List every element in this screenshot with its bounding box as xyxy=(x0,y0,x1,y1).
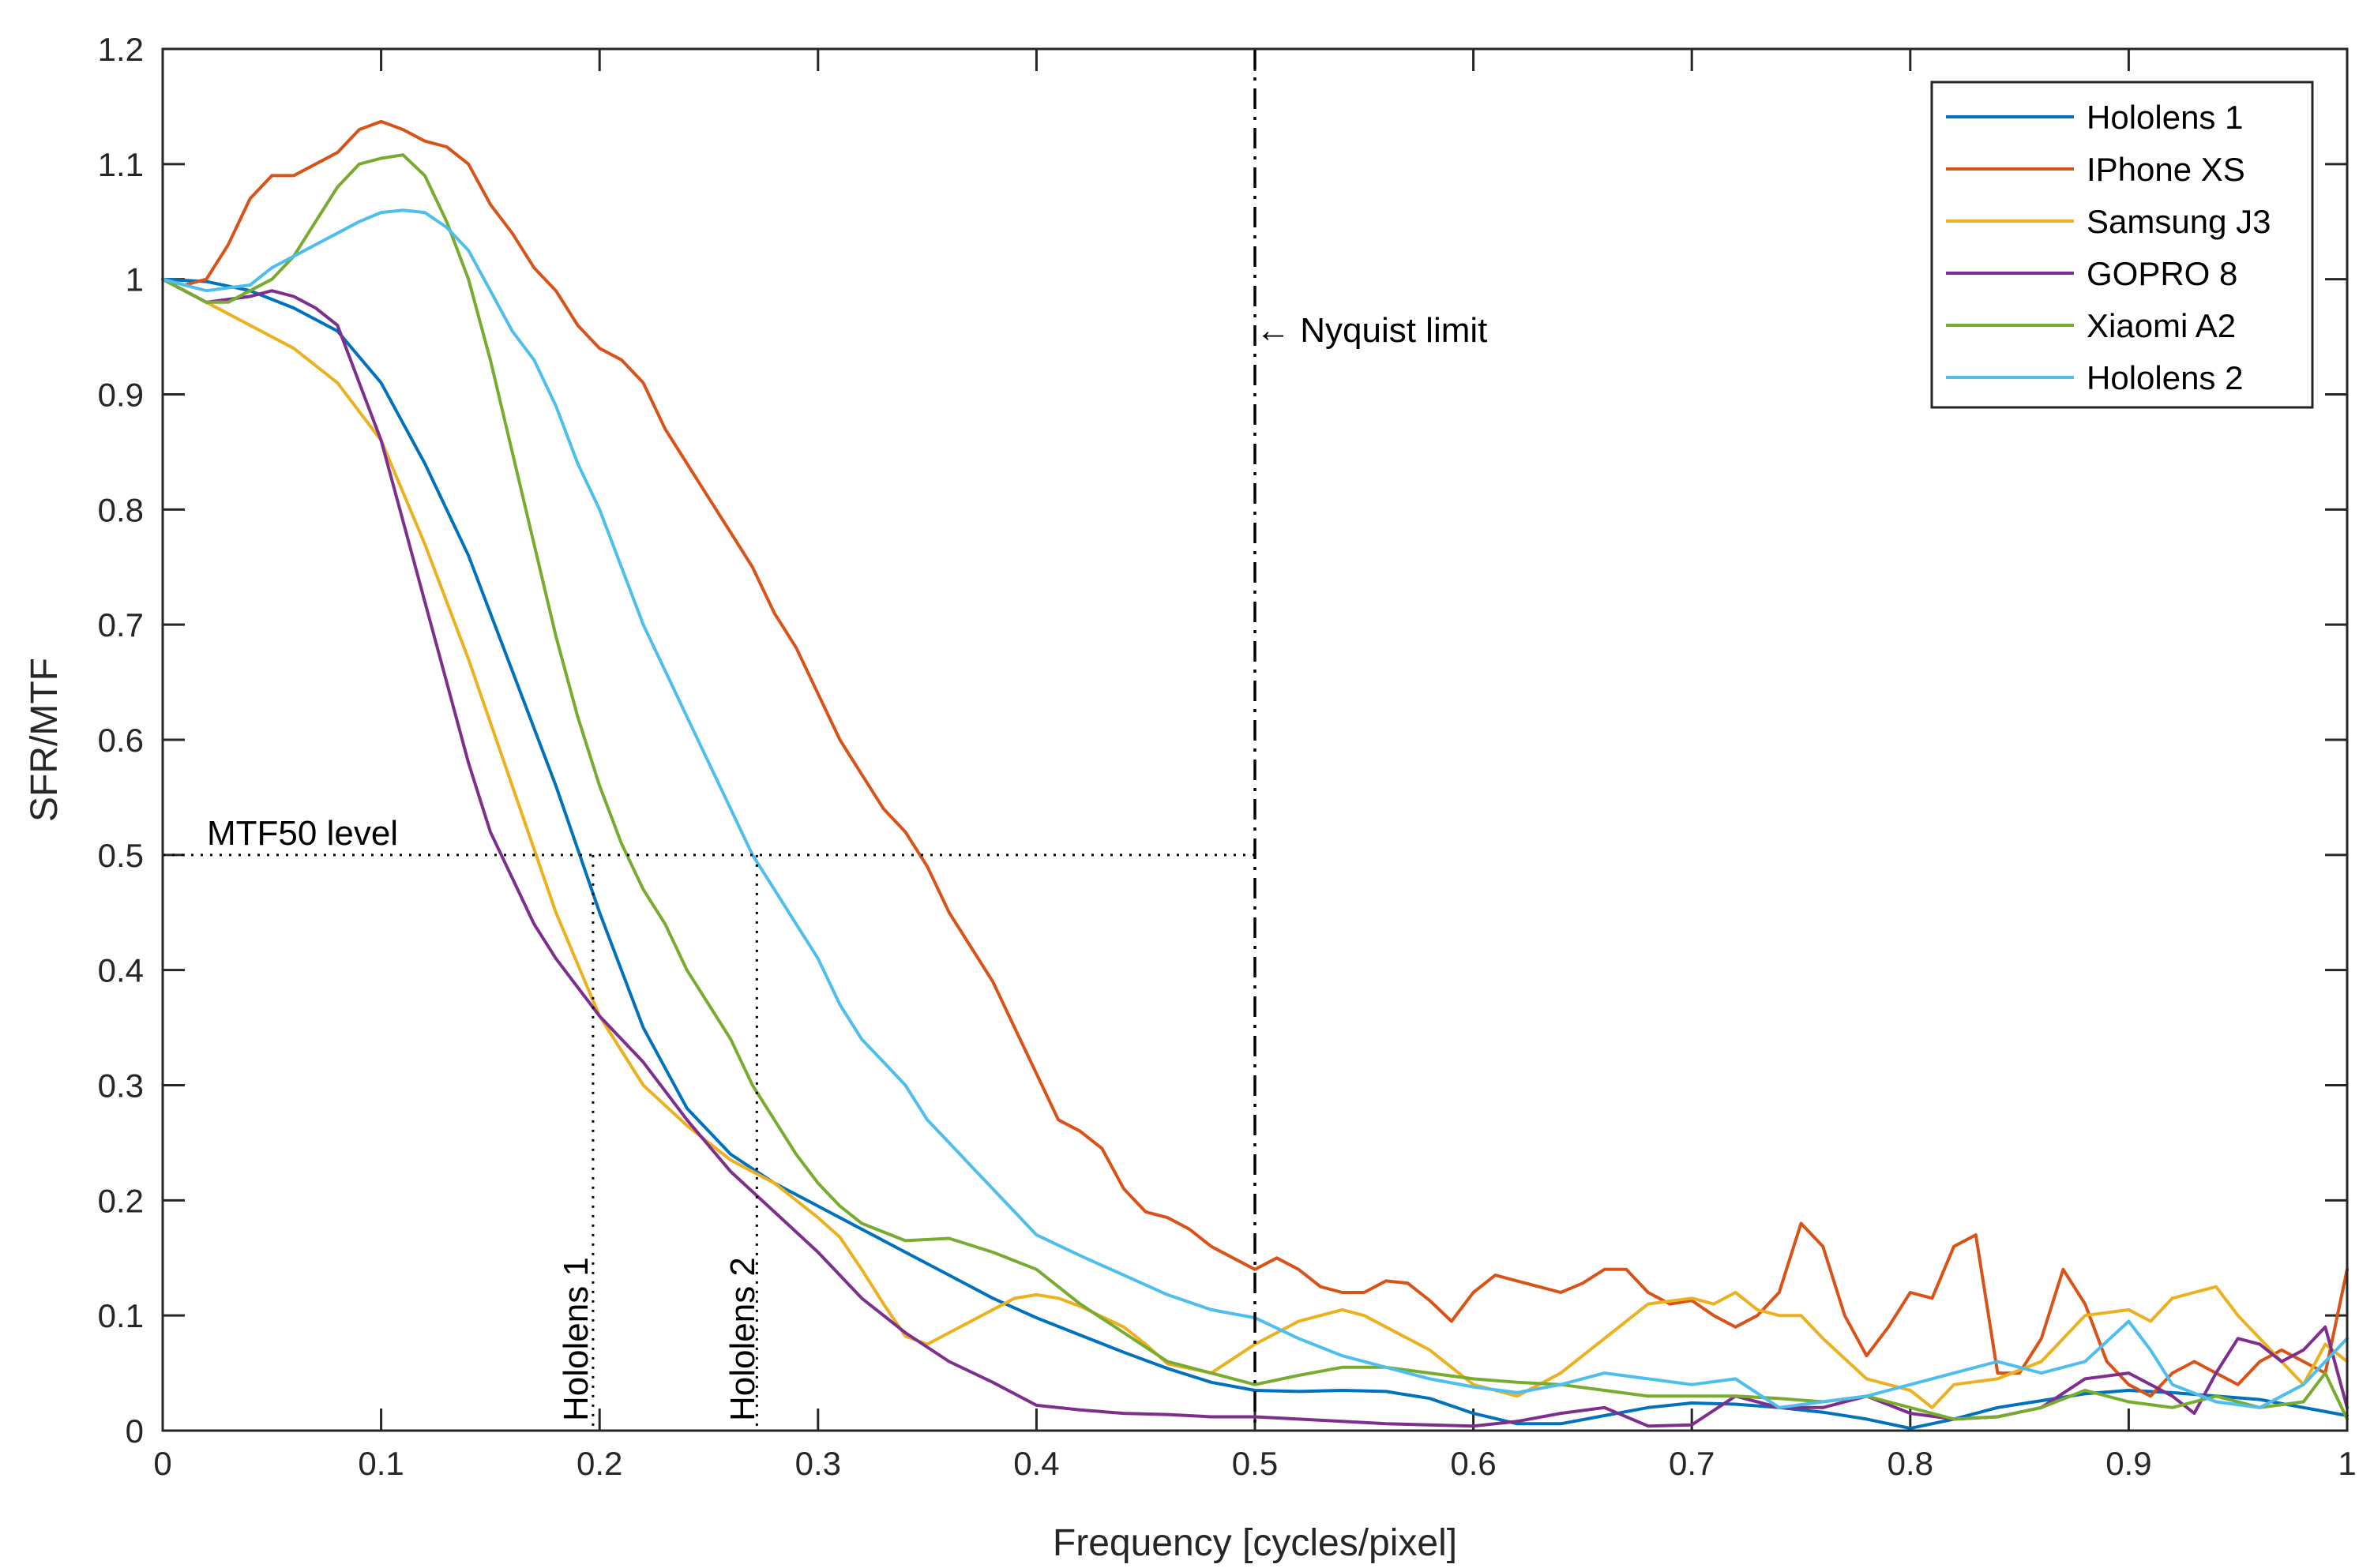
x-tick-label-0: 0 xyxy=(153,1445,171,1482)
x-axis-title: Frequency [cycles/pixel] xyxy=(1053,1522,1457,1564)
y-tick-label-8: 0.8 xyxy=(98,491,144,528)
y-tick-label-0: 0 xyxy=(126,1412,144,1450)
y-tick-label-10: 1 xyxy=(126,261,144,298)
series-line-hololens-2 xyxy=(161,208,2349,1409)
legend-box xyxy=(1930,81,2314,409)
legend-label-hololens-1: Hololens 1 xyxy=(2087,99,2243,136)
legend-label-iphone-xs: IPhone XS xyxy=(2087,151,2245,188)
y-tick-label-7: 0.7 xyxy=(98,606,144,643)
x-tick-label-8: 0.8 xyxy=(1888,1445,1933,1482)
x-tick-label-10: 1 xyxy=(2338,1445,2356,1482)
legend-label-samsung-j3: Samsung J3 xyxy=(2087,203,2271,240)
x-tick-label-5: 0.5 xyxy=(1232,1445,1278,1482)
y-axis-title: SFR/MTF xyxy=(24,658,66,822)
y-tick-label-2: 0.2 xyxy=(98,1182,144,1219)
y-tick-label-12: 1.2 xyxy=(98,31,144,68)
legend-label-xiaomi-a2: Xiaomi A2 xyxy=(2087,307,2236,344)
x-tick-label-6: 0.6 xyxy=(1450,1445,1496,1482)
series-line-samsung-j3 xyxy=(161,277,2349,1409)
series-line-gopro-8 xyxy=(161,277,2349,1428)
y-tick-label-3: 0.3 xyxy=(98,1067,144,1105)
x-tick-label-4: 0.4 xyxy=(1013,1445,1059,1482)
legend-label-gopro-8: GOPRO 8 xyxy=(2087,255,2237,292)
legend: Hololens 1 IPhone XS Samsung J3 GOPRO 8 Xiao… xyxy=(1930,81,2314,409)
x-tick-label-3: 0.3 xyxy=(795,1445,841,1482)
x-tick-label-2: 0.2 xyxy=(577,1445,622,1482)
y-tick-label-1: 0.1 xyxy=(98,1297,144,1334)
x-tick-label-1: 0.1 xyxy=(358,1445,404,1482)
plot-area-frame xyxy=(161,47,2349,1432)
axis-tick-labels: 0 0.1 0.2 0.3 0.4 0.5 0.6 0.7 0.8 0.9 1 0 0.1 0.2 0.3 0… xyxy=(98,31,2357,1482)
hololens2-mtf50-annotation: Hololens 2 xyxy=(723,1257,762,1421)
series-line-xiaomi-a2 xyxy=(161,153,2349,1421)
data-series xyxy=(161,119,2349,1431)
reference-lines xyxy=(163,49,1256,1431)
x-tick-label-7: 0.7 xyxy=(1669,1445,1715,1482)
nyquist-limit-annotation: ← Nyquist limit xyxy=(1256,311,1487,350)
series-line-hololens-1 xyxy=(161,277,2349,1431)
y-tick-label-11: 1.1 xyxy=(98,146,144,183)
legend-label-hololens-2: Hololens 2 xyxy=(2087,359,2243,396)
y-tick-label-5: 0.5 xyxy=(98,837,144,874)
y-tick-label-4: 0.4 xyxy=(98,952,144,989)
series-line-iphone-xs xyxy=(161,119,2349,1398)
y-tick-label-9: 0.9 xyxy=(98,377,144,414)
hololens1-mtf50-annotation: Hololens 1 xyxy=(557,1257,595,1421)
y-tick-label-6: 0.6 xyxy=(98,722,144,759)
x-tick-label-9: 0.9 xyxy=(2105,1445,2151,1482)
mtf50-level-annotation: MTF50 level xyxy=(207,814,398,853)
